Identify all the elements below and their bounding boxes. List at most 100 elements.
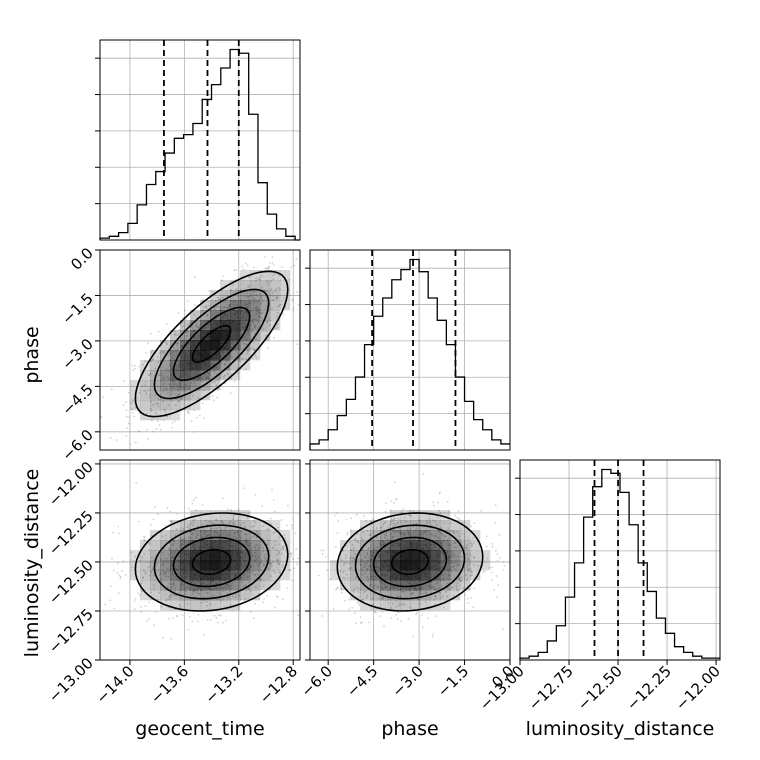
sample-point bbox=[384, 534, 387, 537]
sample-point bbox=[175, 534, 177, 537]
sample-point bbox=[401, 511, 403, 513]
sample-point bbox=[421, 626, 424, 629]
sample-point bbox=[253, 266, 255, 269]
density-cell bbox=[230, 370, 241, 381]
sample-point bbox=[226, 299, 229, 302]
sample-point bbox=[244, 533, 247, 535]
sample-point bbox=[463, 545, 465, 548]
density-cell bbox=[270, 580, 281, 591]
density-cell bbox=[150, 540, 161, 551]
sample-point bbox=[278, 552, 280, 555]
sample-point bbox=[118, 592, 120, 595]
sample-point bbox=[274, 327, 277, 330]
x-tick-label-phase-2: −3.0 bbox=[388, 662, 426, 700]
sample-point bbox=[466, 547, 468, 549]
sample-point bbox=[348, 562, 351, 565]
sample-point bbox=[364, 555, 367, 558]
sample-point bbox=[448, 574, 450, 577]
sample-point bbox=[365, 596, 368, 599]
sample-point bbox=[411, 592, 414, 595]
contour-luminosity_distance-phase-1 bbox=[372, 536, 448, 588]
sample-point bbox=[140, 610, 143, 613]
sample-point bbox=[204, 530, 206, 533]
sample-point bbox=[166, 415, 168, 418]
sample-point bbox=[222, 621, 224, 624]
sample-point bbox=[259, 313, 262, 316]
sample-point bbox=[386, 538, 389, 541]
sample-point bbox=[363, 514, 365, 517]
panel-frame-luminosity_distance-geocent_time bbox=[99, 459, 301, 661]
density-cell bbox=[210, 560, 221, 571]
sample-point bbox=[225, 306, 228, 309]
density-cell bbox=[430, 560, 441, 571]
density-cell bbox=[190, 590, 201, 601]
density-cell bbox=[220, 310, 231, 321]
sample-point bbox=[270, 565, 272, 568]
density-cell bbox=[220, 600, 231, 611]
sample-point bbox=[495, 575, 498, 577]
sample-point bbox=[230, 373, 233, 376]
sample-point bbox=[254, 521, 256, 524]
sample-point bbox=[174, 333, 176, 336]
sample-point bbox=[252, 321, 255, 324]
sample-point bbox=[151, 568, 154, 570]
sample-point bbox=[219, 376, 222, 379]
sample-point bbox=[152, 403, 155, 406]
sample-point bbox=[168, 617, 171, 620]
sample-point bbox=[145, 393, 148, 396]
sample-point bbox=[351, 589, 354, 592]
density-cell bbox=[270, 270, 281, 281]
sample-point bbox=[262, 563, 265, 566]
sample-point bbox=[163, 408, 166, 411]
sample-point bbox=[339, 570, 342, 573]
sample-point bbox=[354, 612, 356, 615]
sample-point bbox=[265, 559, 267, 562]
sample-point bbox=[473, 556, 475, 558]
sample-point bbox=[117, 562, 119, 565]
sample-point bbox=[209, 603, 212, 606]
sample-point bbox=[255, 548, 257, 551]
sample-point bbox=[468, 563, 471, 565]
sample-point bbox=[176, 348, 179, 350]
sample-point bbox=[125, 401, 127, 403]
sample-point bbox=[262, 585, 265, 588]
sample-point bbox=[159, 372, 162, 374]
sample-point bbox=[439, 597, 442, 600]
sample-point bbox=[435, 523, 438, 526]
sample-point bbox=[222, 522, 225, 525]
sample-point bbox=[471, 574, 473, 576]
density-cell bbox=[340, 570, 351, 581]
sample-point bbox=[255, 544, 258, 546]
sample-point bbox=[261, 286, 263, 289]
sample-point bbox=[339, 558, 342, 560]
sample-point bbox=[269, 562, 271, 565]
sample-point bbox=[472, 541, 475, 544]
sample-point bbox=[169, 353, 172, 355]
sample-point bbox=[425, 591, 427, 594]
sample-point bbox=[147, 374, 150, 376]
sample-point bbox=[466, 544, 469, 547]
sample-point bbox=[179, 380, 182, 383]
sample-point bbox=[400, 620, 402, 623]
density-cell bbox=[240, 320, 251, 331]
density-cell bbox=[390, 590, 401, 601]
sample-point bbox=[289, 552, 291, 555]
density-cell bbox=[410, 540, 421, 551]
sample-point bbox=[436, 582, 438, 584]
sample-point bbox=[438, 492, 441, 495]
sample-point bbox=[249, 565, 252, 568]
density-cell bbox=[220, 370, 231, 381]
density-cell bbox=[250, 350, 261, 361]
density-cell bbox=[220, 290, 231, 301]
sample-point bbox=[437, 516, 439, 519]
sample-point bbox=[191, 620, 194, 623]
density-cell bbox=[190, 370, 201, 381]
sample-point bbox=[142, 576, 145, 579]
sample-point bbox=[435, 615, 438, 617]
density-cell bbox=[200, 520, 211, 531]
sample-point bbox=[167, 369, 170, 372]
sample-point bbox=[253, 573, 256, 576]
sample-point bbox=[148, 601, 151, 604]
sample-point bbox=[251, 330, 253, 332]
sample-point bbox=[450, 557, 453, 560]
